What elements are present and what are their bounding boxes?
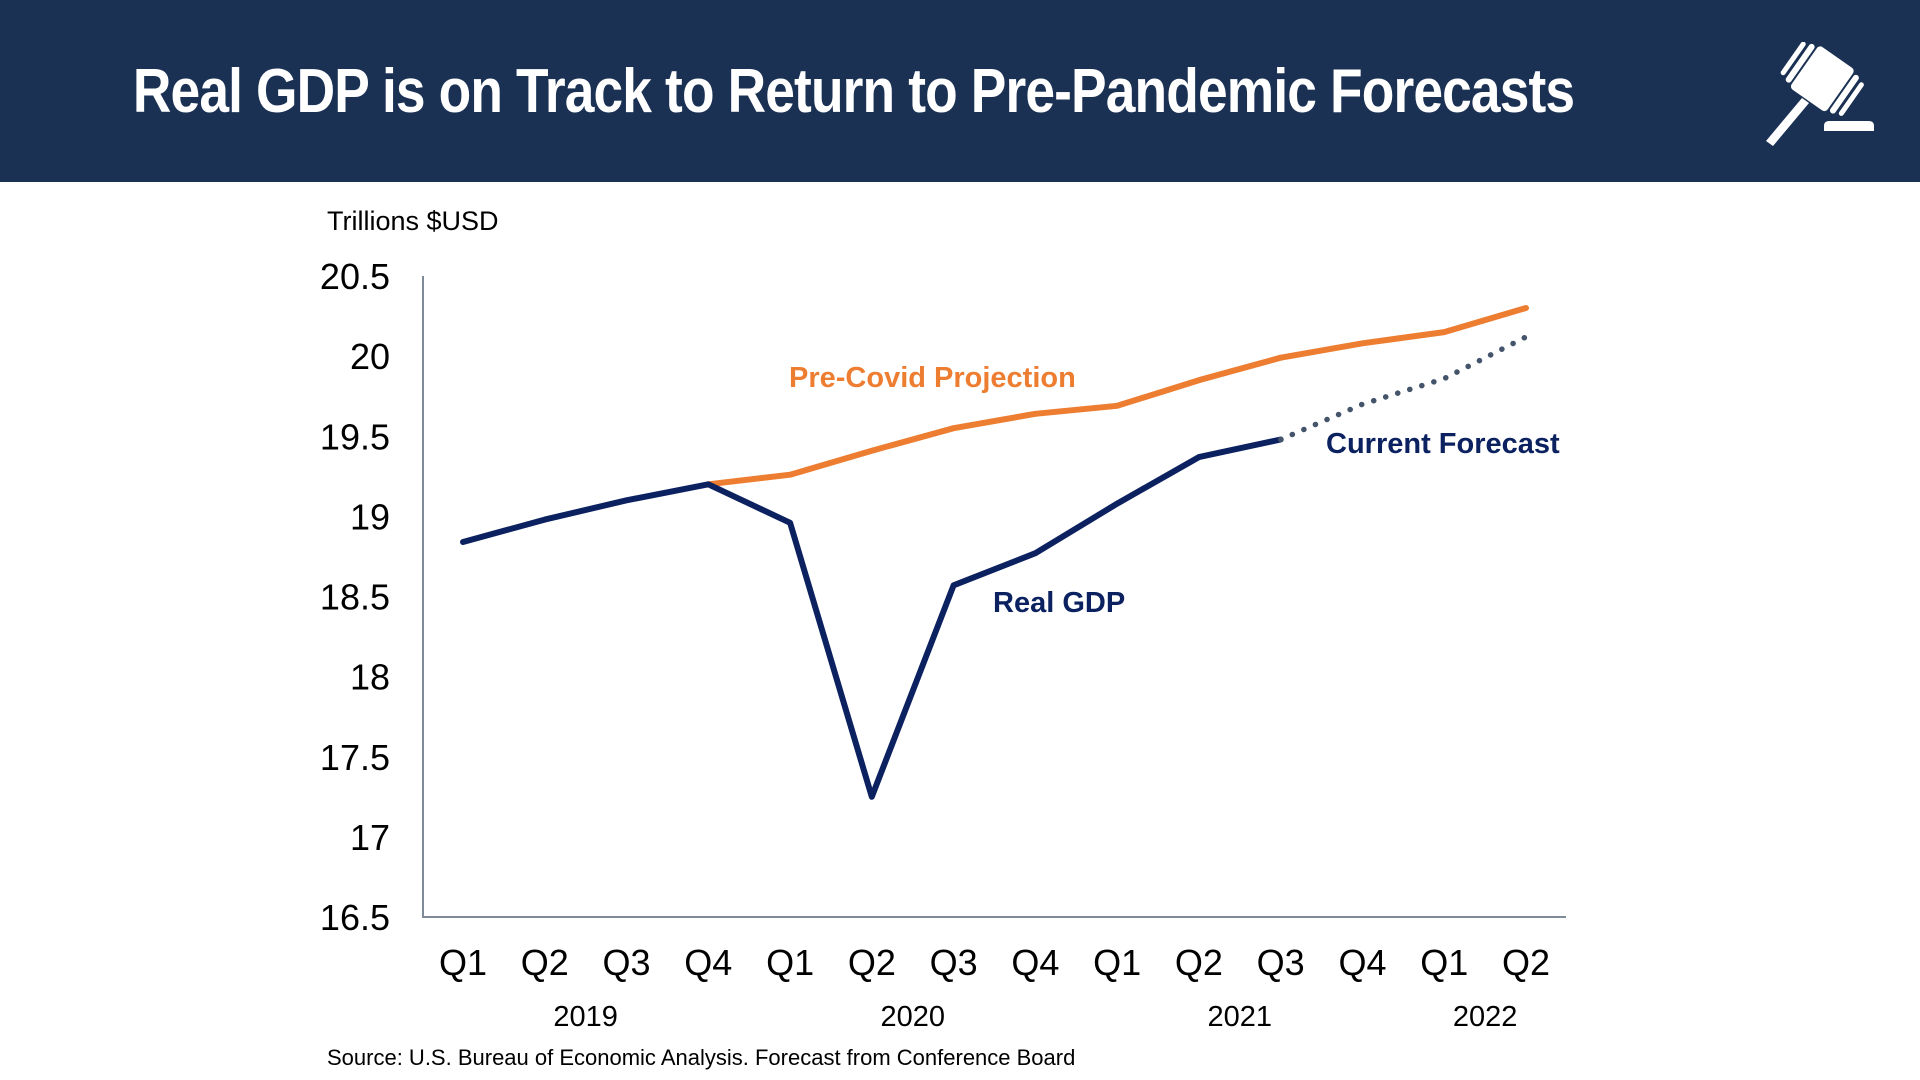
x-tick-label: Q4 [684, 942, 732, 983]
series-lines [460, 305, 1529, 800]
label-current-forecast: Current Forecast [1326, 428, 1560, 460]
gavel-icon [1766, 42, 1874, 146]
x-tick-label: Q2 [1502, 942, 1550, 983]
x-tick-label: Q2 [521, 942, 569, 983]
label-real-gdp: Real GDP [993, 587, 1125, 619]
y-tick-label: 18.5 [320, 577, 390, 618]
y-tick-label: 19.5 [320, 416, 390, 457]
y-tick-label: 20 [350, 336, 390, 377]
header-banner: Real GDP is on Track to Return to Pre-Pa… [0, 0, 1920, 182]
x-tick-label: Q4 [1011, 942, 1059, 983]
label-pre-covid-projection: Pre-Covid Projection [789, 362, 1076, 394]
series-pre-covid-projection [705, 305, 1529, 488]
x-axis-ticks: Q1 Q2 Q3 Q4 Q1 Q2 Q3 Q4 Q1 Q2 Q3 Q4 Q1 Q2 [439, 942, 1550, 983]
x-tick-label: Q3 [930, 942, 978, 983]
source-note: Source: U.S. Bureau of Economic Analysis… [327, 1045, 1075, 1070]
y-tick-label: 17.5 [320, 737, 390, 778]
x-tick-label: Q3 [603, 942, 651, 983]
year-label: 2019 [553, 1001, 618, 1033]
x-tick-label: Q1 [766, 942, 814, 983]
year-label: 2020 [880, 1001, 945, 1033]
x-axis-years: 2019 2020 2021 2022 [553, 1001, 1517, 1033]
series-real-gdp [460, 436, 1284, 800]
y-axis-ticks: 20.5 20 19.5 19 18.5 18 17.5 17 16.5 [320, 256, 390, 938]
x-tick-label: Q1 [1420, 942, 1468, 983]
y-tick-label: 19 [350, 496, 390, 537]
y-tick-label: 16.5 [320, 897, 390, 938]
page-title-text: Real GDP is on Track to Return to Pre-Pa… [132, 56, 1575, 126]
y-axis-label: Trillions $USD [327, 206, 499, 236]
x-tick-label: Q1 [1093, 942, 1141, 983]
x-tick-label: Q2 [848, 942, 896, 983]
year-label: 2022 [1453, 1001, 1518, 1033]
y-tick-label: 18 [350, 657, 390, 698]
x-tick-label: Q3 [1257, 942, 1305, 983]
x-tick-label: Q1 [439, 942, 487, 983]
page-title: Real GDP is on Track to Return to Pre-Pa… [0, 0, 1707, 182]
year-label: 2021 [1208, 1001, 1273, 1033]
y-tick-label: 17 [350, 817, 390, 858]
y-tick-label: 20.5 [320, 256, 390, 297]
x-tick-label: Q2 [1175, 942, 1223, 983]
x-tick-label: Q4 [1338, 942, 1386, 983]
